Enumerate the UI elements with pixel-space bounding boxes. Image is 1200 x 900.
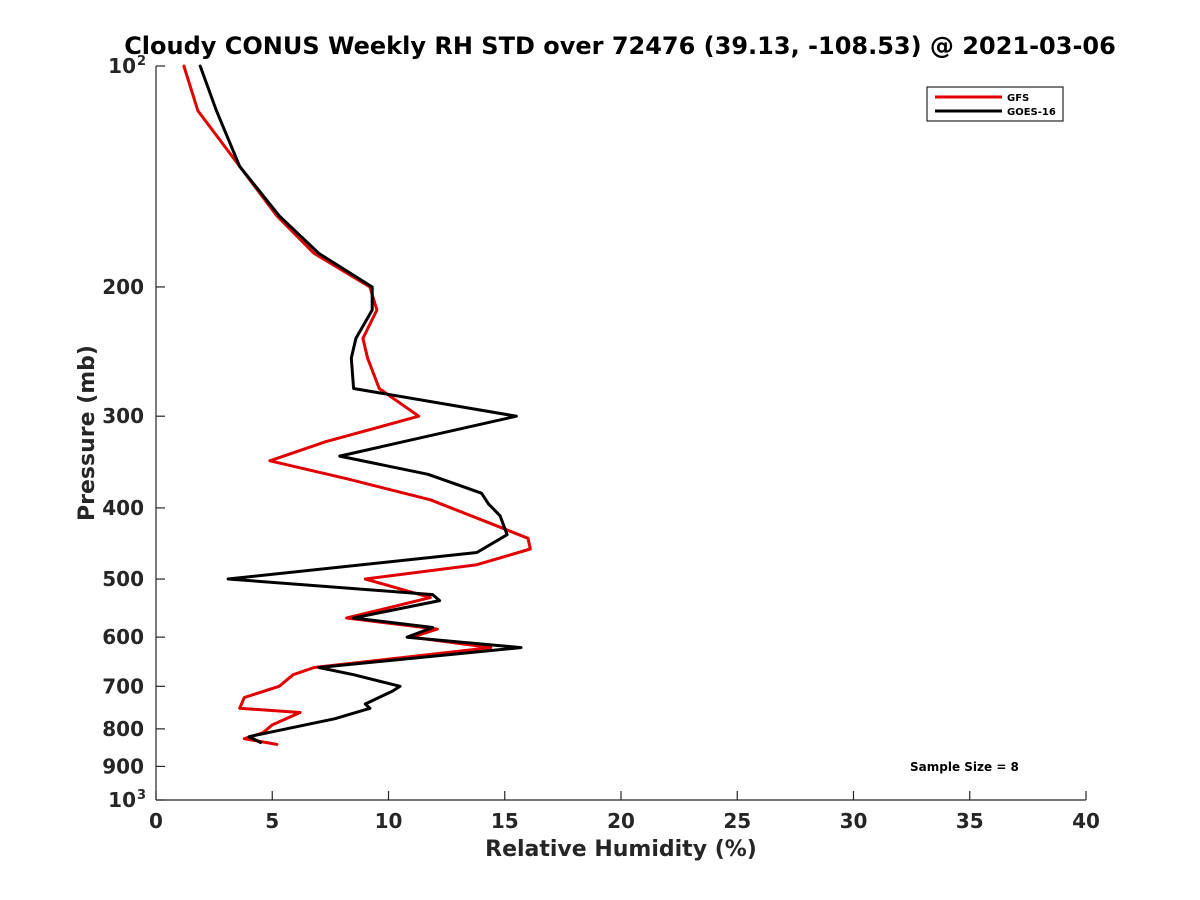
x-tick-label: 20 <box>607 809 635 833</box>
legend-label-gfs: GFS <box>1007 93 1029 104</box>
chart-title: Cloudy CONUS Weekly RH STD over 72476 (3… <box>124 32 1116 60</box>
y-tick-label: 900 <box>102 754 144 778</box>
x-tick-label: 40 <box>1072 809 1100 833</box>
x-tick-label: 5 <box>265 809 279 833</box>
y-tick-label: 400 <box>102 496 144 520</box>
x-tick-label: 35 <box>956 809 984 833</box>
series-line-goes16 <box>198 64 523 744</box>
series-line-gfs <box>182 64 532 746</box>
x-tick-label: 10 <box>375 809 403 833</box>
series-layer <box>182 64 532 746</box>
x-tick-label: 15 <box>491 809 519 833</box>
y-tick-label: 300 <box>102 404 144 428</box>
sample-size-annotation: Sample Size = 8 <box>910 760 1019 774</box>
y-tick-label: 600 <box>102 625 144 649</box>
legend-label-goes16: GOES-16 <box>1007 107 1056 118</box>
y-tick-label: 500 <box>102 567 144 591</box>
y-tick-exponent: 2 <box>137 54 146 69</box>
x-tick-label: 0 <box>149 809 163 833</box>
y-axis-label: Pressure (mb) <box>75 345 100 521</box>
y-tick-label: 10 <box>108 54 136 78</box>
x-tick-label: 30 <box>840 809 868 833</box>
y-tick-label: 10 <box>108 788 136 812</box>
legend-box <box>926 86 1064 122</box>
y-tick-label: 200 <box>102 275 144 299</box>
y-tick-label: 800 <box>102 717 144 741</box>
legend: GFS GOES-16 <box>926 86 1064 122</box>
y-tick-exponent: 3 <box>137 788 146 803</box>
x-axis-ticks: 0 5 10 15 20 25 30 35 40 <box>149 791 1100 833</box>
y-tick-label: 700 <box>102 674 144 698</box>
x-tick-label: 25 <box>723 809 751 833</box>
x-axis-label: Relative Humidity (%) <box>485 837 757 862</box>
